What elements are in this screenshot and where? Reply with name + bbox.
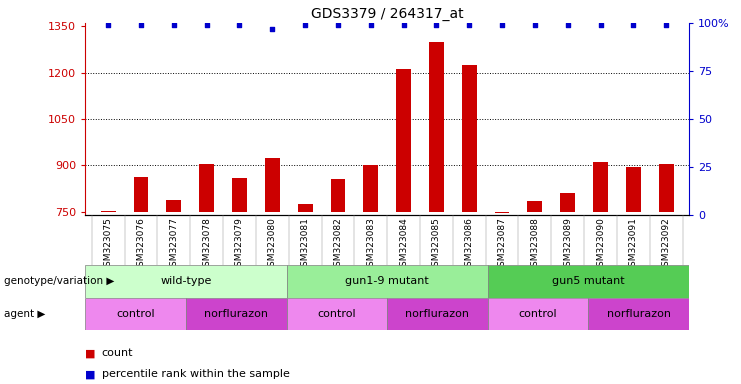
Text: GSM323084: GSM323084 xyxy=(399,217,408,272)
Text: control: control xyxy=(318,309,356,319)
Point xyxy=(463,22,475,28)
Text: percentile rank within the sample: percentile rank within the sample xyxy=(102,369,290,379)
Point xyxy=(628,22,639,28)
Text: count: count xyxy=(102,348,133,358)
Bar xyxy=(298,204,313,212)
Text: GSM323078: GSM323078 xyxy=(202,217,211,272)
Text: GSM323088: GSM323088 xyxy=(531,217,539,272)
Point xyxy=(135,22,147,28)
Text: GSM323076: GSM323076 xyxy=(136,217,145,272)
Title: GDS3379 / 264317_at: GDS3379 / 264317_at xyxy=(311,7,463,21)
Point xyxy=(431,22,442,28)
Point xyxy=(332,22,344,28)
Text: GSM323080: GSM323080 xyxy=(268,217,277,272)
Bar xyxy=(85,265,287,298)
Text: control: control xyxy=(519,309,557,319)
Text: GSM323092: GSM323092 xyxy=(662,217,671,272)
Text: control: control xyxy=(116,309,155,319)
Bar xyxy=(495,212,509,213)
Bar xyxy=(330,179,345,212)
Point xyxy=(168,22,180,28)
Bar xyxy=(462,65,476,212)
Text: gun1-9 mutant: gun1-9 mutant xyxy=(345,276,429,286)
Text: GSM323082: GSM323082 xyxy=(333,217,342,272)
Bar xyxy=(659,164,674,212)
Point xyxy=(529,22,541,28)
Bar xyxy=(626,167,641,212)
Point xyxy=(365,22,376,28)
Bar xyxy=(167,200,182,212)
Bar xyxy=(528,201,542,212)
Bar xyxy=(488,298,588,330)
Bar xyxy=(101,211,116,212)
Bar xyxy=(396,70,411,212)
Bar xyxy=(287,298,387,330)
Text: norflurazon: norflurazon xyxy=(607,309,671,319)
Point xyxy=(102,22,114,28)
Bar xyxy=(85,298,186,330)
Text: GSM323091: GSM323091 xyxy=(629,217,638,272)
Point xyxy=(233,22,245,28)
Bar xyxy=(560,194,575,212)
Point xyxy=(562,22,574,28)
Bar xyxy=(186,298,287,330)
Bar xyxy=(232,178,247,212)
Text: GSM323090: GSM323090 xyxy=(596,217,605,272)
Point xyxy=(299,22,311,28)
Text: wild-type: wild-type xyxy=(160,276,211,286)
Bar xyxy=(488,265,689,298)
Text: GSM323075: GSM323075 xyxy=(104,217,113,272)
Text: agent ▶: agent ▶ xyxy=(4,309,45,319)
Text: ■: ■ xyxy=(85,369,99,379)
Text: GSM323087: GSM323087 xyxy=(497,217,507,272)
Text: norflurazon: norflurazon xyxy=(205,309,268,319)
Point xyxy=(201,22,213,28)
Bar xyxy=(133,177,148,212)
Point xyxy=(496,22,508,28)
Bar xyxy=(265,158,279,212)
Point xyxy=(660,22,672,28)
Text: GSM323085: GSM323085 xyxy=(432,217,441,272)
Bar xyxy=(363,166,378,212)
Bar xyxy=(429,41,444,212)
Bar xyxy=(588,298,689,330)
Bar xyxy=(199,164,214,212)
Point xyxy=(398,22,410,28)
Text: norflurazon: norflurazon xyxy=(405,309,470,319)
Text: GSM323077: GSM323077 xyxy=(170,217,179,272)
Text: genotype/variation ▶: genotype/variation ▶ xyxy=(4,276,114,286)
Bar xyxy=(287,265,488,298)
Text: GSM323089: GSM323089 xyxy=(563,217,572,272)
Text: GSM323083: GSM323083 xyxy=(366,217,375,272)
Text: GSM323081: GSM323081 xyxy=(301,217,310,272)
Point xyxy=(594,22,606,28)
Text: gun5 mutant: gun5 mutant xyxy=(552,276,625,286)
Text: ■: ■ xyxy=(85,348,99,358)
Bar xyxy=(387,298,488,330)
Point xyxy=(266,26,278,32)
Text: GSM323079: GSM323079 xyxy=(235,217,244,272)
Text: GSM323086: GSM323086 xyxy=(465,217,473,272)
Bar xyxy=(593,162,608,212)
